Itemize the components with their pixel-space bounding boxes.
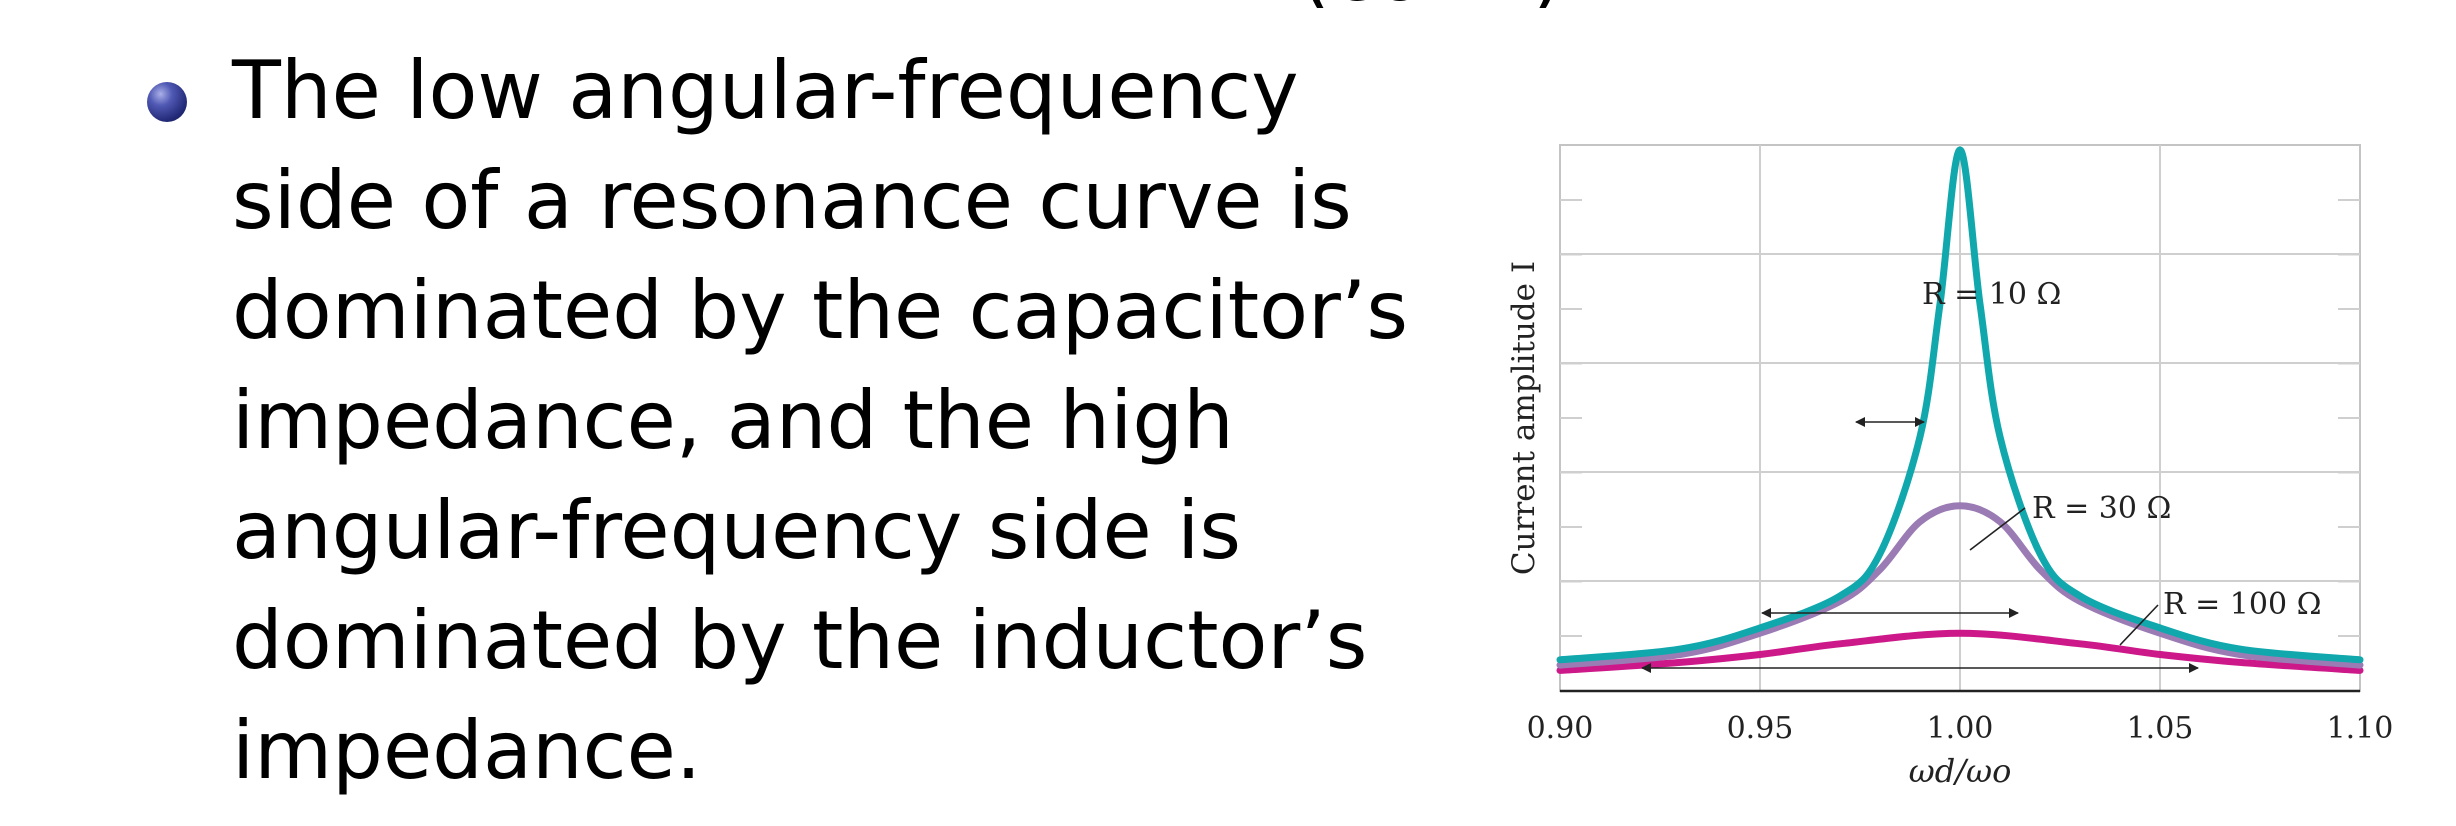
label-r30: R = 30 Ω	[2032, 491, 2171, 526]
vertical-gridlines	[1759, 145, 2161, 691]
bullet-line-3: dominated by the capacitor’s	[232, 264, 1409, 357]
bullet-line-7: impedance.	[232, 704, 702, 797]
series-line-r30	[1556, 502, 2364, 669]
y-axis-label: Current amplitude I	[1506, 261, 1542, 575]
bullet-line-5: angular-frequency side is	[232, 484, 1242, 577]
resonance-chart: R = 10 Ω R = 30 Ω R = 100 Ω 0.90 0.95 1.…	[1506, 144, 2394, 790]
bullet-line-2: side of a resonance curve is	[232, 154, 1352, 247]
label-r10: R = 10 Ω	[1922, 277, 2061, 312]
series-line-r100	[1556, 629, 2364, 674]
bullet-text: The low angular-frequency side of a reso…	[232, 36, 1452, 806]
x-tick-4: 1.10	[2327, 711, 2394, 746]
slide-title-fragment: (cont.)	[1300, 0, 1600, 8]
bullet-icon	[147, 82, 187, 122]
horizontal-gridlines	[1560, 199, 2360, 637]
leader-r30	[1969, 507, 2026, 551]
width-arrows	[1641, 417, 2199, 673]
leader-lines	[1969, 507, 2159, 646]
x-tick-1: 0.95	[1727, 711, 1794, 746]
x-tick-2: 1.00	[1927, 711, 1994, 746]
x-tick-3: 1.05	[2127, 711, 2194, 746]
x-tick-labels: 0.90 0.95 1.00 1.05 1.10	[1527, 711, 2394, 746]
x-axis-label: ωd/ωo	[1909, 752, 2012, 790]
plot-frame	[1559, 144, 2361, 693]
label-r100: R = 100 Ω	[2163, 587, 2321, 622]
bullet-line-1: The low angular-frequency	[232, 44, 1299, 137]
bullet-line-6: dominated by the inductor’s	[232, 594, 1368, 687]
series-labels: R = 10 Ω R = 30 Ω R = 100 Ω	[1922, 277, 2321, 622]
bullet-line-4: impedance, and the high	[232, 374, 1234, 467]
x-tick-0: 0.90	[1527, 711, 1594, 746]
leader-r100	[2119, 604, 2159, 646]
